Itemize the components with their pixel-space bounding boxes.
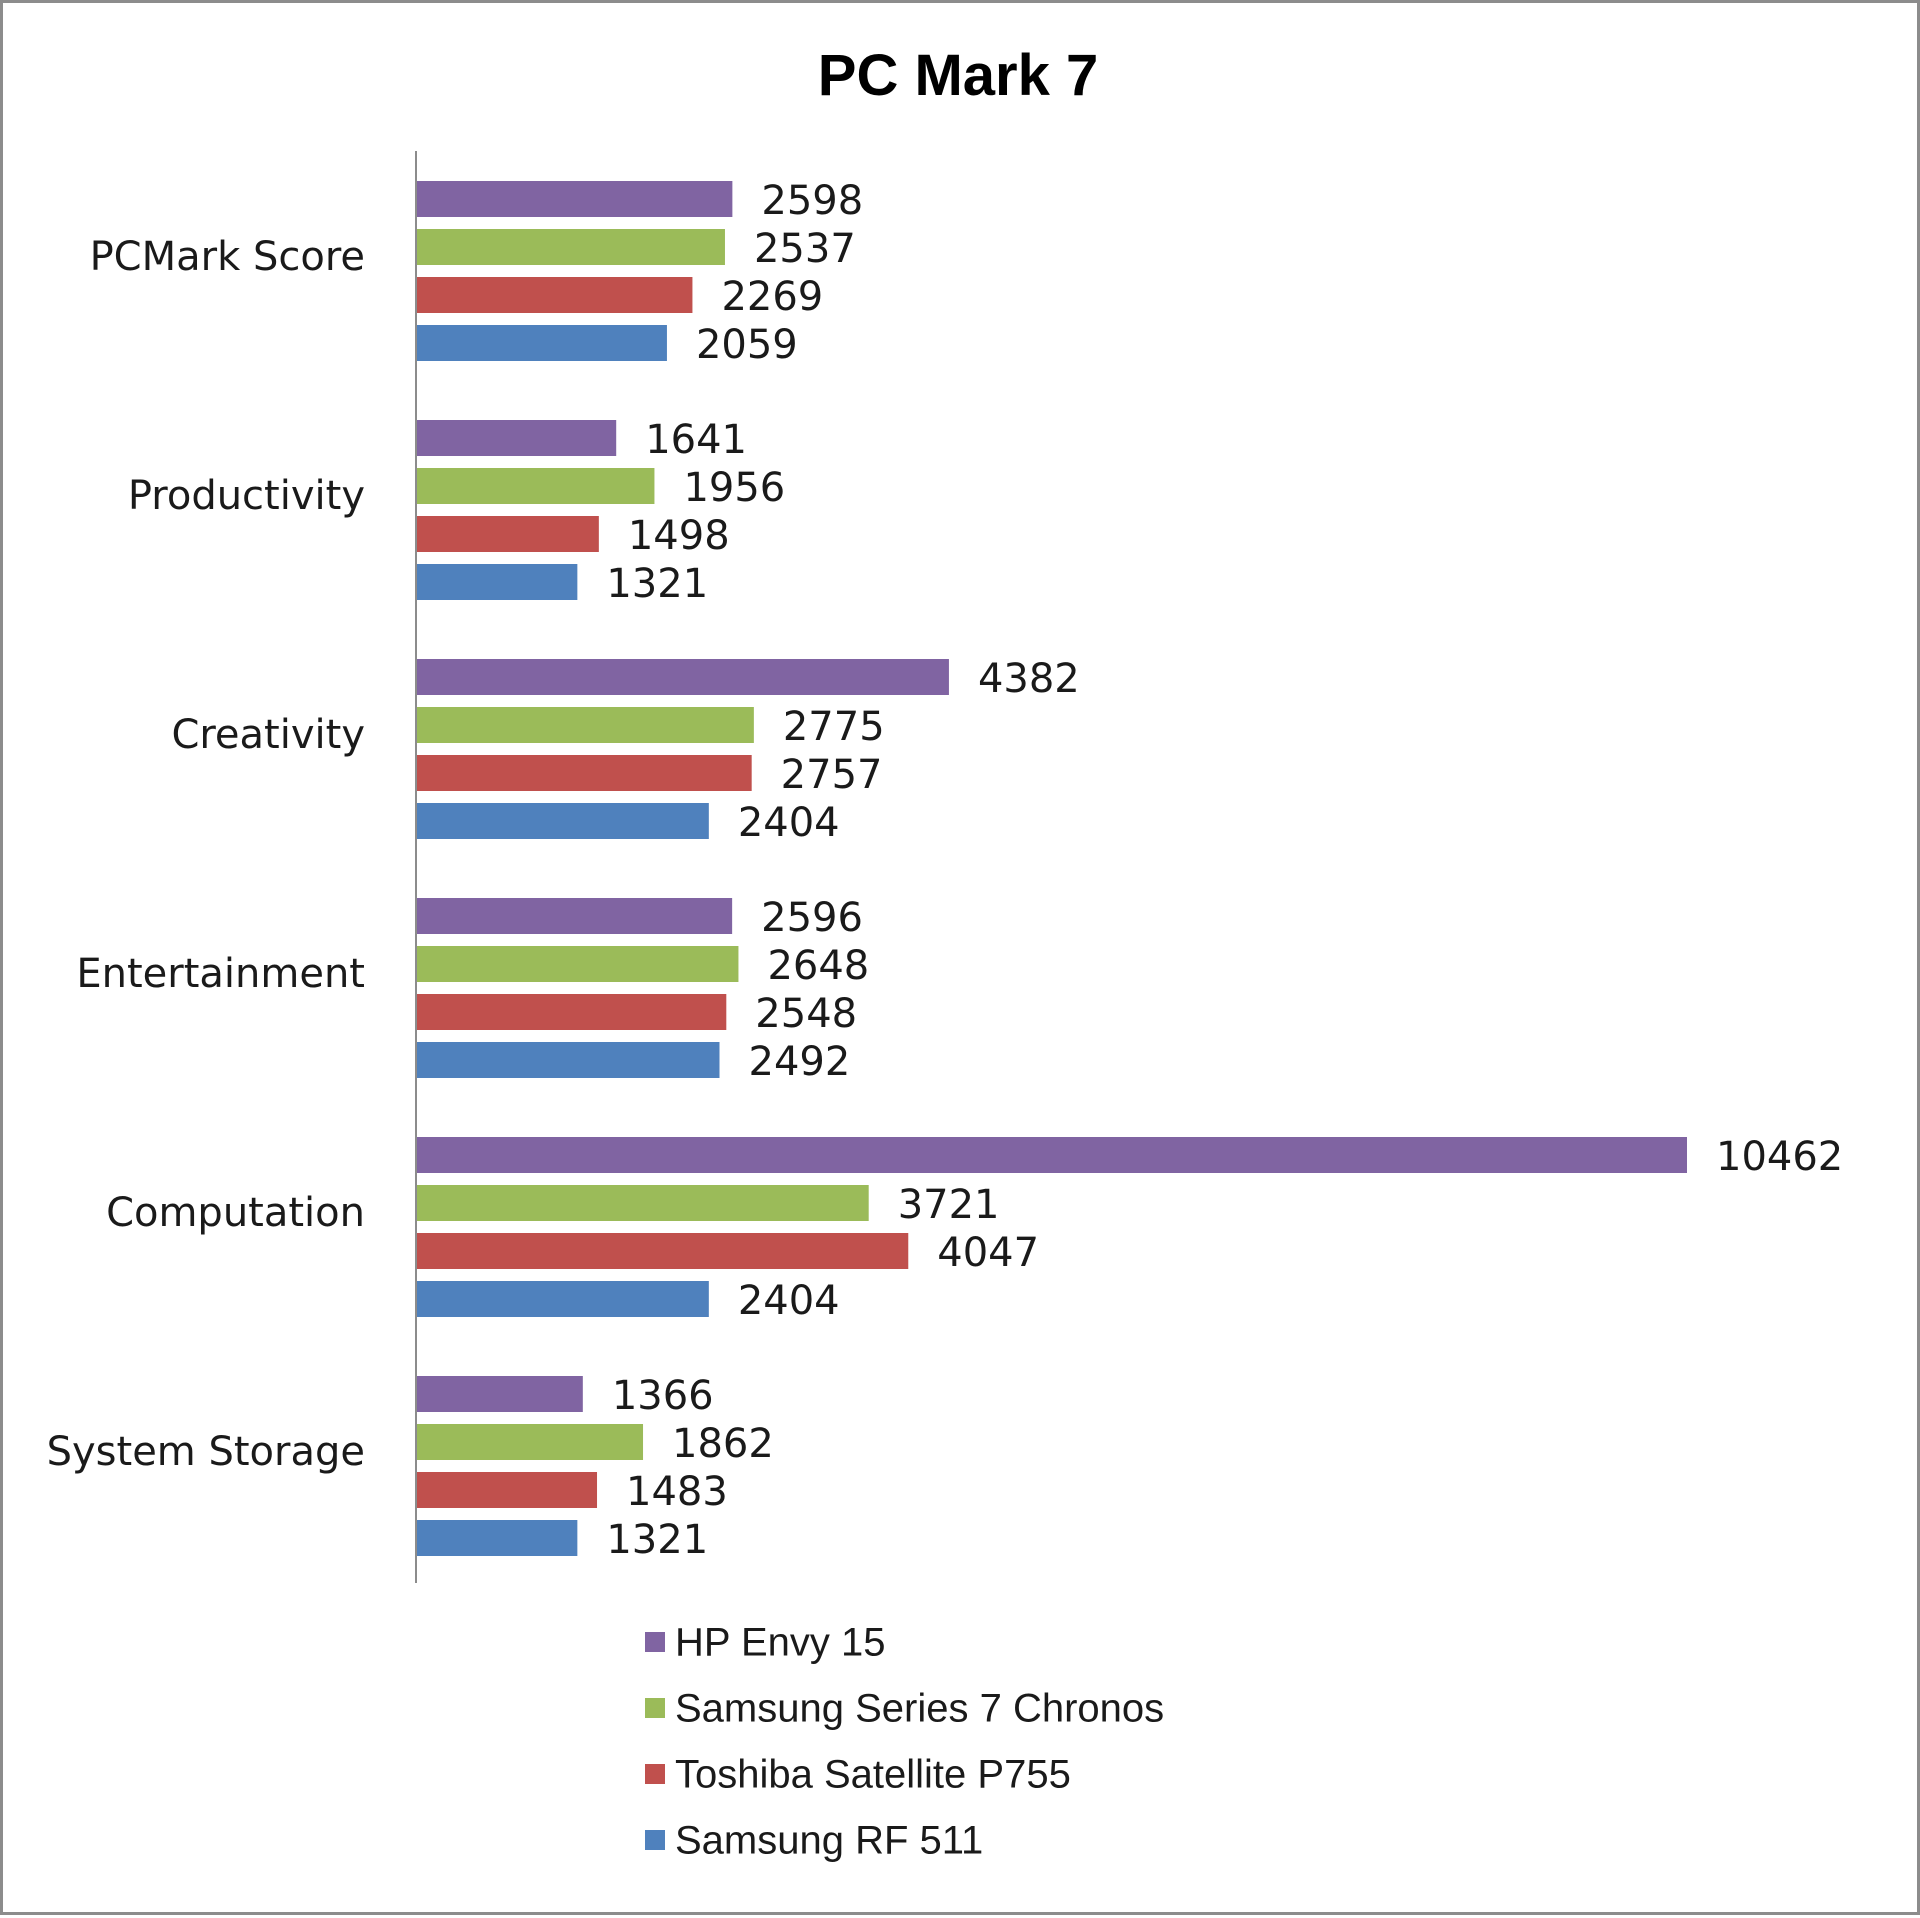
data-label: 4047	[937, 1230, 1039, 1276]
category-label: Creativity	[171, 712, 365, 758]
data-label: 10462	[1716, 1134, 1843, 1180]
category-label: Productivity	[128, 473, 365, 519]
bar	[417, 468, 655, 504]
data-label: 2059	[696, 322, 798, 368]
bar	[417, 803, 709, 839]
bar	[417, 1233, 909, 1269]
category-label: PCMark Score	[90, 234, 365, 280]
category-label: System Storage	[47, 1429, 365, 1475]
data-label: 4382	[978, 656, 1080, 702]
category-label: Computation	[106, 1190, 365, 1236]
data-label: 2492	[749, 1039, 851, 1085]
data-label: 2404	[738, 1278, 840, 1324]
data-label: 2596	[761, 895, 863, 941]
data-label: 2269	[721, 274, 823, 320]
data-label: 2648	[767, 943, 869, 989]
bar	[417, 564, 578, 600]
bar	[417, 707, 754, 743]
legend-swatch	[645, 1632, 665, 1652]
bar	[417, 181, 733, 217]
legend-swatch	[645, 1698, 665, 1718]
data-label: 2598	[761, 178, 863, 224]
category-label: Entertainment	[76, 951, 365, 997]
bar	[417, 1520, 578, 1556]
legend-label: HP Envy 15	[675, 1621, 886, 1665]
legend: HP Envy 15 Samsung Series 7 Chronos Toshib…	[645, 1621, 1164, 1863]
bar	[417, 1042, 720, 1078]
bar	[417, 420, 617, 456]
bar	[417, 659, 949, 695]
bar	[417, 755, 752, 791]
data-label: 1321	[606, 561, 708, 607]
chart-title: PC Mark 7	[818, 43, 1098, 108]
data-label: 1862	[672, 1421, 774, 1467]
bar	[417, 946, 739, 982]
data-label: 1956	[683, 465, 785, 511]
bar	[417, 1281, 709, 1317]
bar	[417, 229, 725, 265]
bar	[417, 994, 727, 1030]
data-label: 3721	[898, 1182, 1000, 1228]
legend-swatch	[645, 1764, 665, 1784]
data-label: 2537	[754, 226, 856, 272]
data-label: 1483	[626, 1469, 728, 1515]
legend-swatch	[645, 1830, 665, 1850]
legend-label: Toshiba Satellite P755	[675, 1753, 1071, 1797]
bar	[417, 277, 693, 313]
bar	[417, 1137, 1687, 1173]
legend-label: Samsung RF 511	[675, 1819, 983, 1863]
data-label: 1498	[628, 513, 730, 559]
data-label: 2775	[783, 704, 885, 750]
data-label: 2404	[738, 800, 840, 846]
data-label: 1321	[606, 1517, 708, 1563]
data-label: 1641	[645, 417, 747, 463]
bar	[417, 1472, 598, 1508]
bar	[417, 325, 667, 361]
data-label: 2548	[755, 991, 857, 1037]
bar	[417, 1185, 869, 1221]
legend-label: Samsung Series 7 Chronos	[675, 1687, 1164, 1731]
bar	[417, 516, 599, 552]
bar	[417, 898, 733, 934]
bar	[417, 1376, 583, 1412]
data-label: 2757	[781, 752, 883, 798]
data-label: 1366	[612, 1373, 714, 1419]
bar	[417, 1424, 644, 1460]
